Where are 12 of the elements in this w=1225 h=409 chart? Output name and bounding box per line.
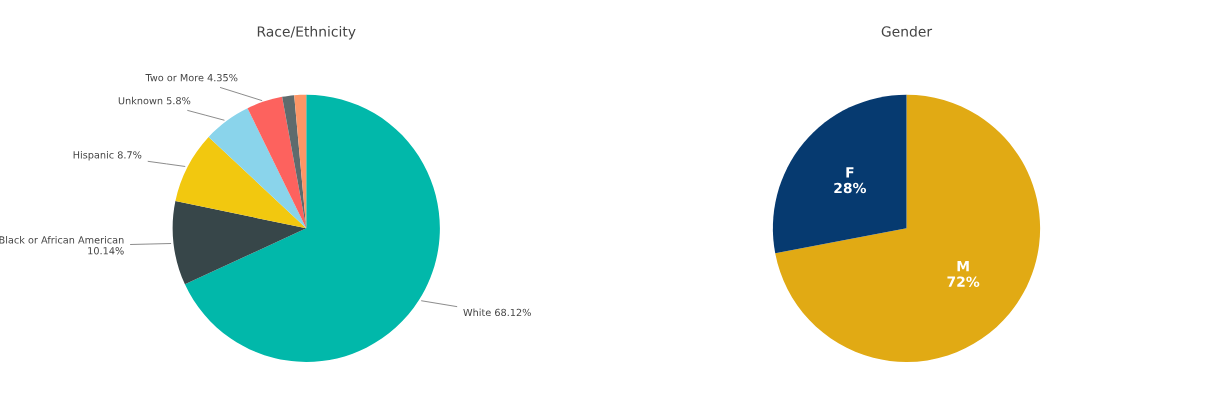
- chart-title: Gender: [881, 26, 933, 37]
- data-label: 72%: [947, 276, 980, 287]
- data-label: 10.14%: [88, 247, 124, 255]
- slice-label: M: [957, 261, 969, 272]
- slice-label: White 68.12%: [463, 308, 531, 317]
- slice-label: Hispanic 8.7%: [73, 151, 142, 161]
- slice-label: F: [846, 167, 854, 178]
- slice-label: Unknown 5.8%: [118, 96, 191, 105]
- data-label: 28%: [834, 182, 867, 194]
- chart-title: Race/Ethnicity: [257, 26, 356, 40]
- slice-label: Black or African American: [0, 236, 124, 244]
- slice-label: Two or More 4.35%: [145, 73, 238, 82]
